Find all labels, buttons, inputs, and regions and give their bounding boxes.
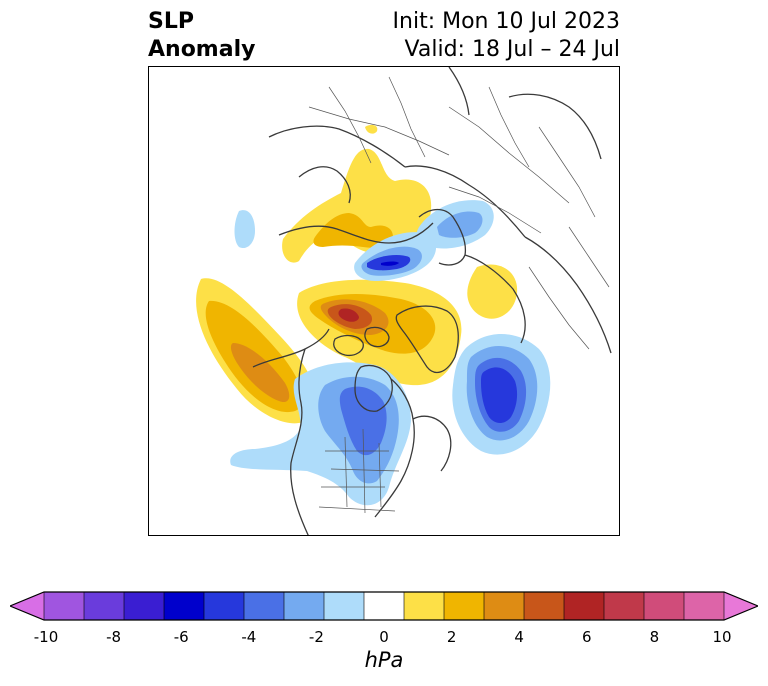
colorbar-tick-label: 10: [712, 628, 732, 646]
colorbar-outline: [10, 591, 758, 621]
political-borders: [308, 76, 610, 514]
valid-range: Valid: 18 Jul – 24 Jul: [404, 37, 620, 62]
colorbar-bin: [284, 592, 325, 620]
eurasian-positive-anomaly: [282, 124, 432, 263]
title-variable-qualifier: Anomaly: [148, 37, 256, 62]
colorbar: [10, 591, 758, 621]
colorbar-tick-label: -10: [33, 628, 59, 646]
colorbar-bins: [10, 592, 758, 620]
colorbar-bin: [44, 592, 85, 620]
colorbar-tick-label: -2: [308, 628, 324, 646]
anomaly-map: [196, 67, 612, 535]
colorbar-bin: [164, 592, 205, 620]
colorbar-bin: [524, 592, 565, 620]
colorbar-bin: [10, 592, 44, 620]
siberian-positive-anomaly: [467, 264, 518, 319]
forecast-dates: Init: Mon 10 Jul 2023 Valid: 18 Jul – 24…: [393, 8, 620, 64]
atlantic-negative-anomaly: [452, 334, 551, 455]
siberian-negative-anomaly: [416, 200, 494, 249]
colorbar-bin: [204, 592, 245, 620]
colorbar-unit: hPa: [364, 648, 404, 672]
alaska-negative-anomaly: [234, 210, 255, 249]
colorbar-bin: [604, 592, 645, 620]
colorbar-tick-label: -4: [241, 628, 257, 646]
map-title: SLP Anomaly: [148, 8, 255, 64]
pacific-positive-anomaly: [196, 278, 317, 424]
colorbar-bin: [444, 592, 485, 620]
coastlines: [252, 67, 612, 535]
colorbar-bin: [644, 592, 685, 620]
colorbar-tick-label: -6: [173, 628, 189, 646]
colorbar-tick-label: 8: [649, 628, 660, 646]
colorbar-tick-label: 6: [582, 628, 592, 646]
kara-sea-negative-anomaly: [354, 232, 437, 281]
colorbar-bin: [404, 592, 445, 620]
colorbar-tick-label: -8: [106, 628, 122, 646]
colorbar-bin: [84, 592, 125, 620]
colorbar-bin: [484, 592, 525, 620]
colorbar-tick-label: 4: [514, 628, 524, 646]
colorbar-bin: [684, 592, 725, 620]
colorbar-bin: [724, 592, 758, 620]
map-panel: [148, 66, 620, 536]
title-variable: SLP: [148, 9, 194, 34]
colorbar-bin: [564, 592, 605, 620]
colorbar-separators: [43, 592, 725, 620]
init-date: Init: Mon 10 Jul 2023: [392, 9, 620, 34]
colorbar-bin: [364, 592, 405, 620]
colorbar-tick-label: 2: [446, 628, 457, 646]
colorbar-bin: [324, 592, 365, 620]
colorbar-bin: [124, 592, 165, 620]
colorbar-tick-label: 0: [379, 628, 389, 646]
north-america-negative-anomaly: [230, 362, 411, 506]
colorbar-bin: [244, 592, 285, 620]
